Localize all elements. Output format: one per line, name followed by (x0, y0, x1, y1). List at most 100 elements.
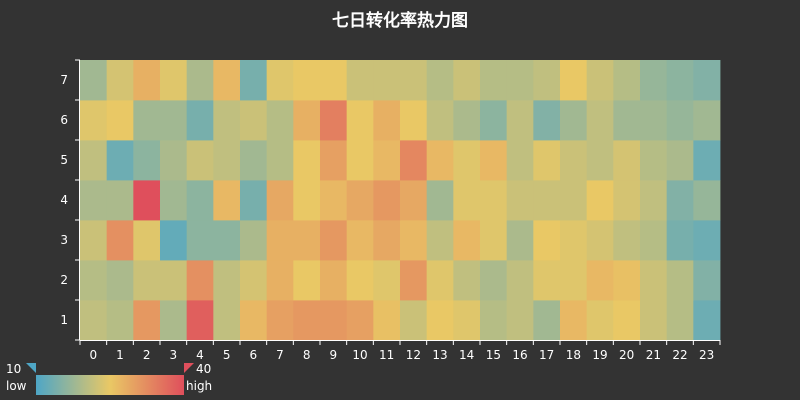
heatmap-cell[interactable] (160, 140, 188, 181)
heatmap-cell[interactable] (160, 260, 188, 301)
heatmap-cell[interactable] (320, 220, 348, 261)
heatmap-cell[interactable] (240, 180, 268, 221)
heatmap-cell[interactable] (240, 60, 268, 101)
heatmap-cell[interactable] (240, 260, 268, 301)
heatmap-cell[interactable] (666, 220, 694, 261)
heatmap-cell[interactable] (133, 220, 161, 261)
heatmap-cell[interactable] (693, 60, 721, 101)
visual-map-bar[interactable] (36, 375, 184, 395)
heatmap-cell[interactable] (293, 260, 321, 301)
heatmap-cell[interactable] (240, 220, 268, 261)
heatmap-cell[interactable] (533, 220, 561, 261)
heatmap-cell[interactable] (613, 180, 641, 221)
heatmap-cell[interactable] (453, 260, 481, 301)
heatmap-cell[interactable] (160, 100, 188, 141)
heatmap-cell[interactable] (586, 260, 614, 301)
heatmap-cell[interactable] (373, 300, 401, 341)
heatmap-cell[interactable] (506, 100, 534, 141)
heatmap-cell[interactable] (133, 300, 161, 341)
heatmap-cell[interactable] (506, 260, 534, 301)
heatmap-cell[interactable] (186, 60, 214, 101)
heatmap-cell[interactable] (640, 140, 668, 181)
heatmap-cell[interactable] (613, 140, 641, 181)
heatmap-cell[interactable] (613, 60, 641, 101)
heatmap-cell[interactable] (666, 100, 694, 141)
heatmap-cell[interactable] (640, 260, 668, 301)
heatmap-cell[interactable] (506, 300, 534, 341)
heatmap-cell[interactable] (133, 260, 161, 301)
heatmap-cell[interactable] (106, 180, 134, 221)
heatmap-cell[interactable] (293, 220, 321, 261)
heatmap-cell[interactable] (346, 140, 374, 181)
heatmap-cell[interactable] (666, 300, 694, 341)
heatmap-cell[interactable] (160, 220, 188, 261)
heatmap-cell[interactable] (80, 100, 108, 141)
heatmap-cell[interactable] (240, 140, 268, 181)
heatmap-cell[interactable] (640, 180, 668, 221)
heatmap-cell[interactable] (346, 260, 374, 301)
heatmap-cell[interactable] (186, 260, 214, 301)
heatmap-cell[interactable] (586, 100, 614, 141)
heatmap-cell[interactable] (293, 100, 321, 141)
heatmap-cell[interactable] (320, 300, 348, 341)
heatmap-cell[interactable] (213, 180, 241, 221)
heatmap-cell[interactable] (80, 260, 108, 301)
heatmap-cell[interactable] (186, 140, 214, 181)
heatmap-cell[interactable] (693, 180, 721, 221)
heatmap-cell[interactable] (213, 220, 241, 261)
heatmap-cell[interactable] (400, 140, 428, 181)
heatmap-cell[interactable] (373, 100, 401, 141)
heatmap-cell[interactable] (160, 300, 188, 341)
heatmap-cell[interactable] (426, 300, 454, 341)
heatmap-cell[interactable] (80, 220, 108, 261)
heatmap-cell[interactable] (160, 180, 188, 221)
heatmap-cell[interactable] (453, 140, 481, 181)
heatmap-cell[interactable] (266, 220, 294, 261)
heatmap-cell[interactable] (346, 60, 374, 101)
heatmap-cell[interactable] (320, 100, 348, 141)
heatmap-cell[interactable] (373, 180, 401, 221)
heatmap-cell[interactable] (666, 180, 694, 221)
heatmap-cell[interactable] (186, 100, 214, 141)
heatmap-cell[interactable] (266, 100, 294, 141)
heatmap-cell[interactable] (293, 180, 321, 221)
heatmap-cell[interactable] (400, 260, 428, 301)
heatmap-cell[interactable] (133, 180, 161, 221)
heatmap-cell[interactable] (346, 300, 374, 341)
visual-map-max-handle-icon[interactable] (184, 363, 194, 373)
heatmap-cell[interactable] (400, 60, 428, 101)
heatmap-cell[interactable] (453, 220, 481, 261)
heatmap-cell[interactable] (480, 180, 508, 221)
heatmap-cell[interactable] (240, 300, 268, 341)
heatmap-cell[interactable] (560, 100, 588, 141)
heatmap-cell[interactable] (506, 140, 534, 181)
heatmap-cell[interactable] (453, 100, 481, 141)
heatmap-cell[interactable] (213, 100, 241, 141)
heatmap-cell[interactable] (693, 140, 721, 181)
heatmap-cell[interactable] (613, 220, 641, 261)
heatmap-cell[interactable] (133, 60, 161, 101)
heatmap-cell[interactable] (240, 100, 268, 141)
visual-map-min-handle-icon[interactable] (26, 363, 36, 373)
heatmap-cell[interactable] (640, 220, 668, 261)
heatmap-cell[interactable] (106, 140, 134, 181)
heatmap-cell[interactable] (373, 60, 401, 101)
heatmap-cell[interactable] (320, 180, 348, 221)
heatmap-cell[interactable] (400, 180, 428, 221)
heatmap-cell[interactable] (426, 100, 454, 141)
heatmap-cell[interactable] (133, 100, 161, 141)
heatmap-cell[interactable] (613, 300, 641, 341)
heatmap-cell[interactable] (400, 100, 428, 141)
heatmap-cell[interactable] (426, 220, 454, 261)
heatmap-cell[interactable] (533, 60, 561, 101)
heatmap-cell[interactable] (293, 140, 321, 181)
heatmap-cell[interactable] (346, 100, 374, 141)
heatmap-cell[interactable] (320, 140, 348, 181)
heatmap-cell[interactable] (320, 260, 348, 301)
heatmap-cell[interactable] (293, 300, 321, 341)
heatmap-cell[interactable] (666, 140, 694, 181)
heatmap-cell[interactable] (106, 60, 134, 101)
heatmap-cell[interactable] (560, 140, 588, 181)
heatmap-cell[interactable] (373, 140, 401, 181)
heatmap-cell[interactable] (106, 100, 134, 141)
